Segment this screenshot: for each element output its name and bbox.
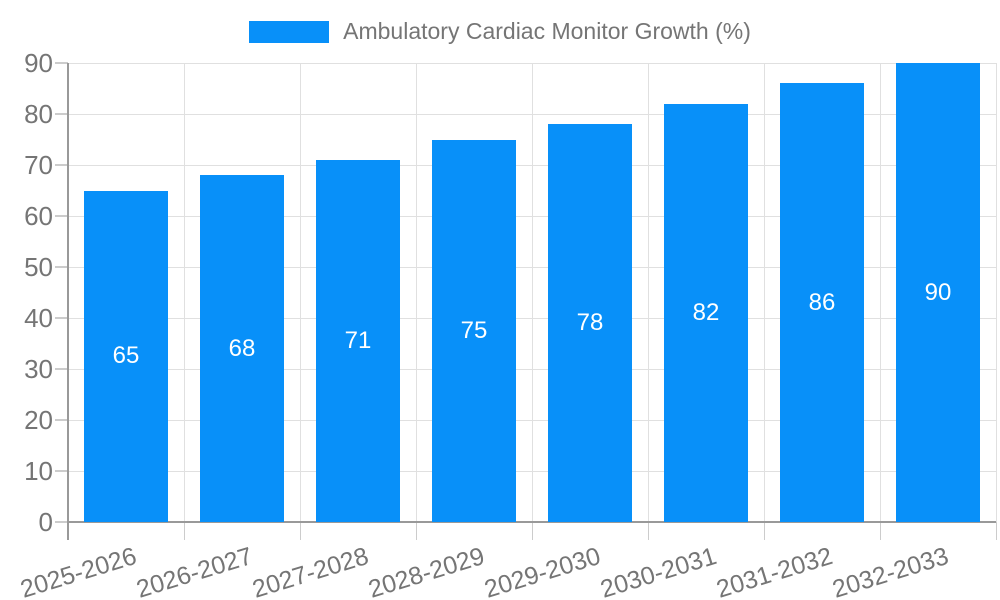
y-tick-mark (55, 215, 68, 217)
x-tick-mark (879, 522, 881, 540)
bar: 68 (200, 175, 284, 522)
bar-value-label: 78 (576, 309, 604, 337)
v-gridline (531, 63, 533, 522)
bar-value-label: 90 (924, 278, 952, 306)
y-axis-line (67, 63, 69, 540)
bar: 65 (84, 190, 168, 522)
bar: 86 (780, 83, 864, 522)
x-tick-mark (995, 522, 997, 540)
x-tick-label: 2030-2031 (597, 542, 721, 600)
v-gridline (763, 63, 765, 522)
y-tick-mark (55, 317, 68, 319)
bar: 90 (896, 63, 980, 522)
x-tick-mark (647, 522, 649, 540)
y-tick-label: 50 (24, 252, 53, 282)
x-tick-label: 2029-2030 (481, 542, 605, 600)
y-tick-mark (55, 470, 68, 472)
y-tick-label: 80 (24, 99, 53, 129)
legend-label: Ambulatory Cardiac Monitor Growth (%) (343, 18, 751, 44)
x-tick-mark (183, 522, 185, 540)
v-gridline (995, 63, 997, 522)
legend: Ambulatory Cardiac Monitor Growth (%) (0, 18, 1000, 45)
bar-value-label: 75 (460, 316, 488, 344)
bar: 78 (548, 124, 632, 522)
v-gridline (415, 63, 417, 522)
y-tick-mark (55, 164, 68, 166)
x-tick-label: 2026-2027 (133, 542, 257, 600)
v-gridline (183, 63, 185, 522)
y-tick-mark (55, 113, 68, 115)
x-tick-label: 2031-2032 (713, 542, 837, 600)
bar-value-label: 82 (692, 298, 720, 326)
v-gridline (879, 63, 881, 522)
y-tick-label: 90 (24, 48, 53, 78)
y-tick-mark (55, 266, 68, 268)
y-tick-mark (55, 419, 68, 421)
x-tick-label: 2028-2029 (365, 542, 489, 600)
bar-value-label: 71 (344, 326, 372, 354)
bar: 75 (432, 139, 516, 522)
x-tick-mark (415, 522, 417, 540)
y-tick-label: 30 (24, 354, 53, 384)
legend-swatch (249, 20, 330, 43)
x-tick-label: 2027-2028 (249, 542, 373, 600)
y-tick-label: 70 (24, 150, 53, 180)
y-tick-label: 40 (24, 303, 53, 333)
y-tick-label: 60 (24, 201, 53, 231)
x-tick-label: 2025-2026 (17, 542, 141, 600)
bar-value-label: 68 (228, 334, 256, 362)
y-tick-mark (55, 62, 68, 64)
bar-value-label: 65 (112, 342, 140, 370)
y-tick-label: 0 (38, 507, 53, 537)
y-tick-mark (55, 368, 68, 370)
y-tick-label: 20 (24, 405, 53, 435)
y-tick-label: 10 (24, 456, 53, 486)
v-gridline (647, 63, 649, 522)
x-tick-label: 2032-2033 (829, 542, 953, 600)
x-tick-mark (531, 522, 533, 540)
bar-value-label: 86 (808, 288, 836, 316)
x-tick-mark (299, 522, 301, 540)
v-gridline (299, 63, 301, 522)
y-tick-mark (55, 521, 68, 523)
bar: 71 (316, 159, 400, 522)
bar: 82 (664, 103, 748, 522)
x-axis-line (68, 521, 996, 523)
x-tick-mark (763, 522, 765, 540)
